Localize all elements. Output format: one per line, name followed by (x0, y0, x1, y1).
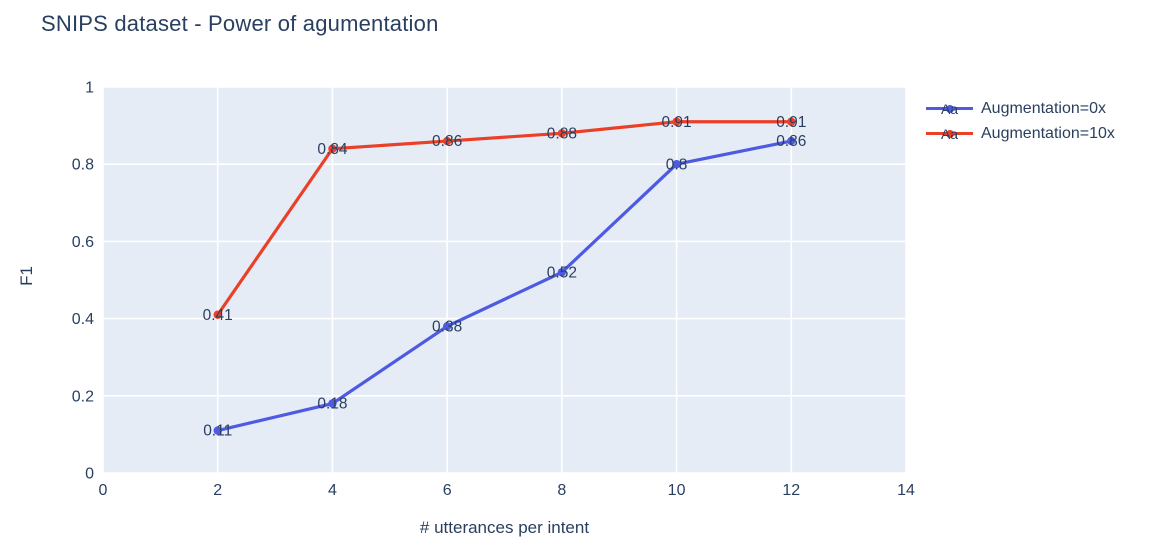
x-tick-label: 14 (897, 482, 915, 499)
plot-background[interactable] (103, 87, 906, 473)
data-point[interactable] (213, 310, 222, 319)
point-label: 0.52 (547, 264, 577, 281)
data-point[interactable] (328, 144, 337, 153)
x-tick-label: 4 (328, 482, 337, 499)
legend-sample-text: Aa (940, 125, 959, 142)
series-line-1[interactable] (216, 120, 793, 317)
legend-sample-text: Aa (940, 100, 959, 117)
y-tick-label: 0 (85, 466, 94, 483)
legend-item-augmentation-10x[interactable]: Aa Augmentation=10x (926, 121, 1115, 146)
point-label: 0.86 (432, 133, 462, 150)
data-point[interactable] (557, 129, 567, 138)
point-label: 0.91 (661, 114, 691, 131)
point-label: 0.38 (432, 319, 462, 336)
legend-label: Augmentation=10x (981, 124, 1115, 142)
data-point[interactable] (672, 117, 681, 126)
point-label: 0.41 (203, 307, 233, 324)
x-tick-label: 10 (668, 482, 686, 499)
y-tick-label: 0.4 (72, 311, 94, 328)
data-point[interactable] (213, 426, 222, 435)
legend-marker-dot (945, 129, 954, 138)
point-label: 0.8 (666, 156, 688, 173)
legend-label: Augmentation=0x (981, 99, 1106, 117)
point-label: 0.86 (776, 133, 806, 150)
data-point[interactable] (557, 268, 567, 277)
y-tick-label: 0.8 (72, 157, 94, 174)
legend-marker-dot (945, 104, 954, 113)
series-line-0[interactable] (216, 139, 793, 433)
point-label: 0.11 (203, 423, 232, 440)
x-tick-label: 0 (99, 482, 108, 499)
data-point[interactable] (787, 136, 796, 146)
data-point[interactable] (442, 322, 452, 331)
legend-line-swatch: Aa (926, 102, 973, 116)
legend: Aa Augmentation=0x Aa Augmentation=10x (926, 96, 1115, 146)
point-label: 0.88 (547, 126, 577, 143)
y-tick-label: 1 (85, 80, 94, 97)
y-tick-label: 0.6 (72, 234, 94, 251)
x-tick-label: 12 (782, 482, 800, 499)
x-tick-label: 6 (443, 482, 452, 499)
chart-title: SNIPS dataset - Power of agumentation (41, 11, 439, 36)
y-axis-title: F1 (17, 266, 36, 286)
data-point[interactable] (787, 117, 796, 126)
data-point[interactable] (442, 136, 452, 146)
data-point[interactable] (328, 399, 337, 408)
x-axis-title: # utterances per intent (419, 518, 590, 537)
point-label: 0.18 (317, 396, 347, 413)
legend-line-swatch: Aa (926, 127, 973, 141)
point-label: 0.84 (317, 141, 348, 158)
x-tick-label: 2 (213, 482, 222, 499)
data-point[interactable] (672, 160, 681, 169)
y-tick-label: 0.2 (72, 388, 94, 405)
point-label: 0.91 (776, 114, 806, 131)
x-tick-label: 8 (557, 482, 566, 499)
legend-item-augmentation-0x[interactable]: Aa Augmentation=0x (926, 96, 1115, 121)
